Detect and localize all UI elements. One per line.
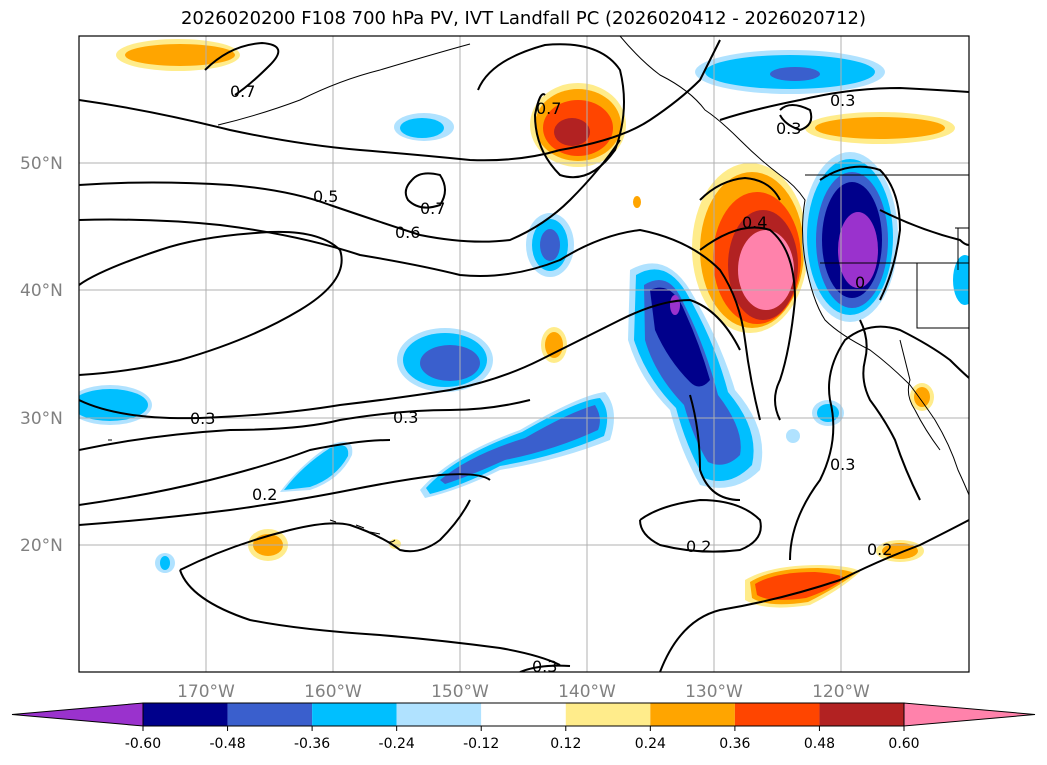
colorbar-segment [227, 703, 313, 726]
lon-label: 160°W [304, 682, 362, 702]
colorbar-tick-label: 0.24 [635, 736, 666, 752]
shaded-field [79, 39, 969, 608]
colorbar-frame [142, 702, 905, 727]
colorbar-extend-high [903, 702, 1036, 727]
colorbar-extend-low [11, 702, 144, 727]
lat-label: 20°N [20, 536, 63, 556]
colorbar-segment [481, 703, 566, 726]
contour-label: 0.3 [393, 408, 418, 427]
contour-label: 0.3 [776, 119, 801, 138]
lon-label: 140°W [558, 682, 616, 702]
contour-label: 0.2 [252, 485, 277, 504]
contour-label: 0.6 [395, 223, 420, 242]
colorbar-tick-label: -0.60 [125, 736, 161, 752]
colorbar-tick-label: -0.36 [294, 736, 330, 752]
lon-label: 150°W [431, 682, 489, 702]
lat-label: 50°N [20, 154, 63, 174]
colorbar-tick-label: -0.48 [209, 736, 245, 752]
colorbar-segment [819, 703, 904, 726]
colorbar-tick-label: -0.24 [379, 736, 415, 752]
contour-labels: 0.7 0.7 0.7 0.3 0.5 0.6 0.4 0 0.3 0.3 0.… [190, 82, 892, 676]
colorbar-tick-label: -0.12 [463, 736, 499, 752]
contour-label: 0.2 [686, 537, 711, 556]
contour-label: 0.3 [830, 91, 855, 110]
contour-label: 0.7 [536, 99, 561, 118]
contour-label: 0.3 [190, 409, 215, 428]
contour-label: 0.7 [230, 82, 255, 101]
contours [79, 39, 969, 672]
contour-label: 0.3 [830, 455, 855, 474]
colorbar-segment [734, 703, 820, 726]
contour-label: 0.7 [420, 199, 445, 218]
lon-label: 120°W [812, 682, 870, 702]
contour-label: 0.5 [313, 187, 338, 206]
colorbar-tick-label: 0.36 [719, 736, 750, 752]
lat-label: 30°N [20, 409, 63, 429]
contour-label: 0 [855, 273, 865, 292]
colorbar-tick-label: 0.48 [804, 736, 835, 752]
colorbar-tick-label: 0.12 [550, 736, 581, 752]
plot-frame [78, 35, 970, 673]
lon-label: 170°W [177, 682, 235, 702]
colorbar: -0.60 -0.48 -0.36 -0.24 -0.12 0.12 0.24 0.36 0.4… [11, 702, 1036, 752]
colorbar-tick-label: 0.60 [888, 736, 919, 752]
contour-label: 0.4 [742, 213, 767, 232]
colorbar-segment [312, 703, 397, 726]
colorbar-segment [565, 703, 651, 726]
lon-label: 130°W [685, 682, 743, 702]
contour-label: 0.3 [532, 657, 557, 676]
colorbar-segment [650, 703, 735, 726]
contour-label: 0.2 [867, 540, 892, 559]
colorbar-segment [396, 703, 482, 726]
colorbar-segment [143, 703, 228, 726]
map-title: 2026020200 F108 700 hPa PV, IVT Landfall… [180, 8, 867, 29]
graticule [79, 36, 969, 672]
lat-label: 40°N [20, 281, 63, 301]
